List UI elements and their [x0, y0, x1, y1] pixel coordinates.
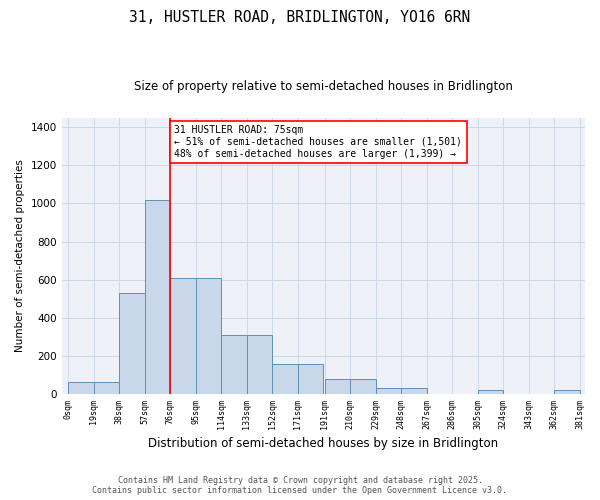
Text: 31 HUSTLER ROAD: 75sqm
← 51% of semi-detached houses are smaller (1,501)
48% of : 31 HUSTLER ROAD: 75sqm ← 51% of semi-det… [175, 126, 462, 158]
Y-axis label: Number of semi-detached properties: Number of semi-detached properties [15, 160, 25, 352]
Text: 31, HUSTLER ROAD, BRIDLINGTON, YO16 6RN: 31, HUSTLER ROAD, BRIDLINGTON, YO16 6RN [130, 10, 470, 25]
Bar [196, 278, 221, 394]
Title: Size of property relative to semi-detached houses in Bridlington: Size of property relative to semi-detach… [134, 80, 513, 93]
Bar [68, 382, 94, 394]
Bar [478, 390, 503, 394]
Text: Contains HM Land Registry data © Crown copyright and database right 2025.
Contai: Contains HM Land Registry data © Crown c… [92, 476, 508, 495]
Bar [145, 200, 170, 394]
Bar [325, 378, 350, 394]
Bar [376, 388, 401, 394]
Bar [350, 378, 376, 394]
Bar [119, 293, 145, 394]
Bar [221, 335, 247, 394]
Bar [170, 278, 196, 394]
Bar [247, 335, 272, 394]
X-axis label: Distribution of semi-detached houses by size in Bridlington: Distribution of semi-detached houses by … [148, 437, 499, 450]
Bar [401, 388, 427, 394]
Bar [272, 364, 298, 394]
Bar [94, 382, 119, 394]
Bar [298, 364, 323, 394]
Bar [554, 390, 580, 394]
